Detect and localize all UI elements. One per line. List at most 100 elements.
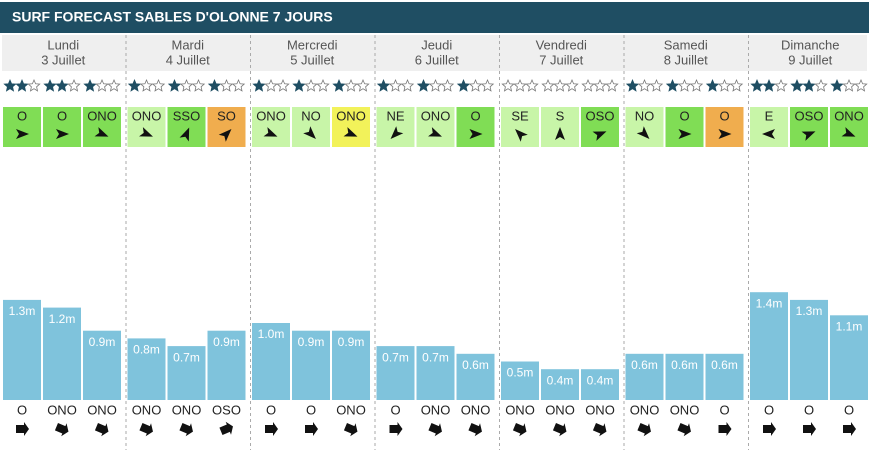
swell-direction: ONO (336, 402, 366, 417)
wind-box (830, 107, 868, 147)
star (15, 78, 29, 92)
star (625, 78, 640, 92)
swell-direction: ONO (421, 402, 451, 417)
star-rating (83, 78, 121, 92)
day-name: Lundi (47, 37, 79, 52)
wind-direction: SO (217, 108, 236, 123)
wind-arrow (801, 131, 816, 141)
star (762, 78, 776, 92)
wind-arrow (636, 126, 650, 139)
wind-arrow (343, 127, 358, 137)
star (27, 78, 41, 92)
wind-box (376, 107, 415, 147)
star (705, 78, 720, 92)
day-date: 5 Juillet (290, 52, 334, 67)
wind-arrow (56, 129, 69, 139)
star (854, 78, 868, 92)
swell-direction: ONO (47, 402, 77, 417)
star (332, 78, 346, 92)
wave-label: 0.6m (711, 358, 738, 372)
wind-direction: ONO (132, 108, 162, 123)
wave-label: 0.7m (173, 350, 200, 364)
wind-direction: O (719, 108, 729, 123)
star-rating (127, 78, 166, 92)
star-rating (376, 78, 415, 92)
wind-arrow (303, 126, 316, 139)
swell-arrow (343, 423, 358, 437)
wind-box (83, 107, 121, 147)
star (67, 78, 81, 92)
wind-box (252, 107, 290, 147)
wind-box (416, 107, 455, 147)
wind-direction: ONO (256, 108, 286, 123)
wind-box (292, 107, 330, 147)
star (513, 78, 527, 92)
star (43, 78, 57, 92)
title: SURF FORECAST SABLES D'OLONNE 7 JOURS (12, 9, 333, 25)
wind-box (43, 107, 81, 147)
wind-direction: ONO (336, 108, 366, 123)
star (689, 78, 704, 92)
star (637, 78, 652, 92)
swell-direction: O (844, 402, 854, 417)
swell-arrow (16, 422, 29, 436)
swell-arrow (94, 423, 109, 437)
star (151, 78, 166, 92)
wind-direction: NE (386, 108, 404, 123)
wind-direction: E (765, 108, 774, 123)
star (750, 78, 764, 92)
swell-arrow (428, 423, 442, 437)
star (774, 78, 788, 92)
swell-direction: O (764, 402, 774, 417)
star (665, 78, 680, 92)
wave-bar (332, 330, 370, 400)
star (252, 78, 266, 92)
swell-direction: ONO (670, 402, 700, 417)
wave-label: 0.7m (422, 350, 449, 364)
day-name: Vendredi (536, 37, 587, 52)
star (553, 78, 567, 92)
star (344, 78, 358, 92)
star (593, 78, 607, 92)
wind-direction: NO (301, 108, 321, 123)
wind-direction: O (470, 108, 480, 123)
star (3, 78, 17, 92)
star (468, 78, 483, 92)
star (480, 78, 495, 92)
star (440, 78, 455, 92)
wind-arrow (139, 127, 153, 137)
swell-arrow (139, 423, 153, 437)
star (276, 78, 290, 92)
day-date: 8 Juillet (664, 52, 708, 67)
star (649, 78, 664, 92)
wind-direction: ONO (87, 108, 117, 123)
swell-arrow (677, 423, 691, 437)
wind-box (665, 107, 704, 147)
wind-box (790, 107, 828, 147)
day-date: 7 Juillet (539, 52, 583, 67)
star (139, 78, 154, 92)
wave-label: 1.3m (796, 304, 823, 318)
day-name: Dimanche (781, 37, 840, 52)
wind-box (501, 107, 539, 147)
wave-bar (456, 353, 495, 400)
star (55, 78, 69, 92)
wave-bar (750, 292, 788, 400)
wave-label: 0.6m (671, 358, 698, 372)
swell-direction: ONO (461, 402, 491, 417)
star-rating (705, 78, 744, 92)
day-name: Mercredi (287, 37, 338, 52)
star (802, 78, 816, 92)
wind-box (207, 107, 246, 147)
star (179, 78, 194, 92)
wind-direction: OSO (586, 108, 615, 123)
wind-arrow (592, 131, 607, 141)
wind-arrow (762, 129, 775, 139)
swell-direction: O (804, 402, 814, 417)
star (581, 78, 595, 92)
wave-label: 0.8m (133, 343, 160, 357)
star (501, 78, 515, 92)
wind-direction: O (679, 108, 689, 123)
star (842, 78, 856, 92)
star-rating (625, 78, 664, 92)
